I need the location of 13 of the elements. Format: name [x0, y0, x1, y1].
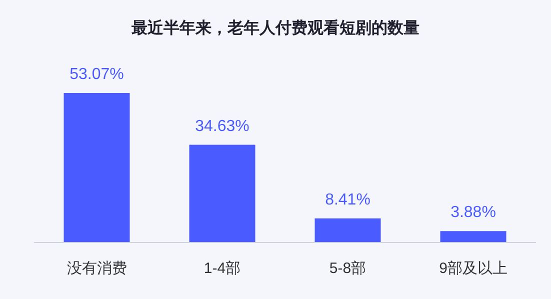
- x-tick-label: 9部及以上: [439, 260, 508, 277]
- chart-title: 最近半年来，老年人付费观看短剧的数量: [130, 19, 420, 37]
- data-label: 8.41%: [325, 191, 370, 208]
- x-tick-label: 没有消费: [66, 260, 127, 277]
- data-label: 53.07%: [70, 66, 124, 83]
- bar: [440, 231, 506, 242]
- data-label: 3.88%: [450, 204, 496, 222]
- bar: [189, 144, 256, 242]
- x-tick-label: 1-4部: [204, 260, 241, 277]
- bar: [64, 93, 130, 242]
- data-label: 34.63%: [195, 118, 250, 135]
- x-tick-label: 5-8部: [329, 260, 366, 277]
- bar: [314, 218, 381, 242]
